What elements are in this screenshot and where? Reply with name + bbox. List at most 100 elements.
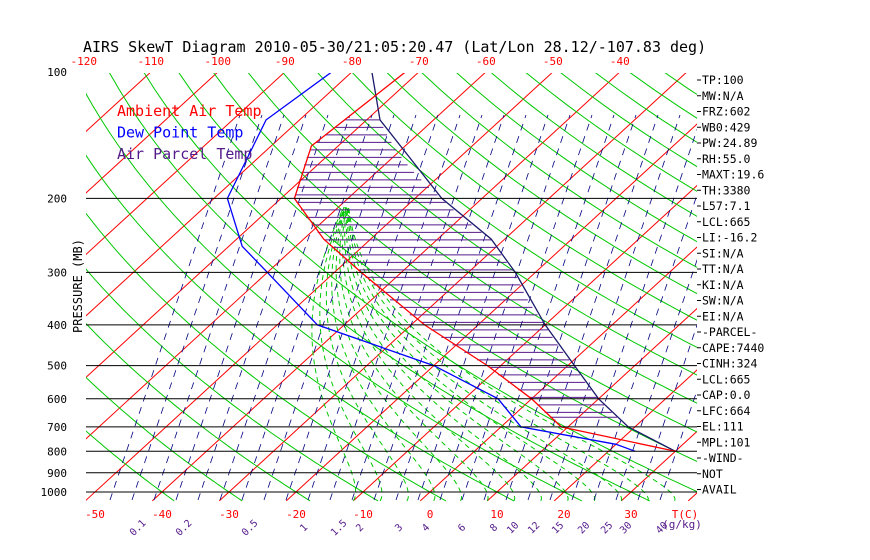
mixing-ratio-tick: 30	[618, 520, 634, 536]
index-entry: SI:N/A	[702, 246, 744, 260]
pressure-tick-label: 600	[47, 393, 67, 406]
index-entry: L57:7.1	[702, 199, 751, 213]
mixing-ratio-line	[417, 114, 549, 501]
top-temp-tick: -70	[409, 55, 429, 68]
bottom-temp-tick: 10	[490, 508, 503, 521]
dry-adiabat-line	[421, 73, 697, 268]
moist-adiabat-line	[339, 207, 489, 502]
index-entry: TP:100	[702, 73, 744, 87]
plot-grid	[86, 72, 870, 502]
dry-adiabat-line	[213, 73, 697, 433]
mixing-ratio-line	[285, 114, 417, 501]
dry-adiabat-line	[352, 73, 697, 321]
bottom-temp-tick: -50	[85, 508, 105, 521]
top-temp-tick: -110	[138, 55, 165, 68]
top-temp-tick: -50	[543, 55, 563, 68]
isotherm-line	[486, 307, 697, 502]
pressure-tick-label: 100	[47, 66, 67, 79]
mixing-ratio-line	[549, 114, 681, 501]
mixing-ratio-line	[571, 128, 697, 501]
index-entry: FRZ:602	[702, 105, 750, 119]
mixing-ratio-tick: 20	[576, 520, 592, 536]
moist-adiabat-line	[331, 207, 436, 502]
chart-title: AIRS SkewT Diagram 2010-05-30/21:05:20.4…	[83, 38, 706, 56]
dry-adiabat-line	[456, 73, 697, 243]
top-temp-tick: -100	[205, 55, 232, 68]
isotherm-line	[86, 73, 419, 378]
bottom-temp-tick: 30	[624, 508, 637, 521]
dry-adiabat-line	[109, 73, 651, 502]
dewpoint-temp-line	[226, 73, 636, 452]
mixing-ratio-line	[483, 114, 615, 501]
legend: Ambient Air Temp Dew Point Temp Air Parcel…	[117, 102, 262, 163]
index-entry: TT:N/A	[702, 262, 744, 276]
bottom-temp-tick: -20	[286, 508, 306, 521]
dry-adiabat-line	[86, 376, 243, 502]
index-entry: LCL:665	[702, 372, 750, 386]
dry-adiabat-line	[282, 73, 697, 376]
moist-adiabat-line	[325, 207, 409, 502]
dry-adiabat-line	[86, 92, 583, 502]
index-entry: NOT	[702, 467, 723, 481]
isotherm-line	[86, 73, 486, 440]
mixing-ratio-line	[175, 114, 307, 501]
mixing-ratio-line	[241, 114, 373, 501]
dry-adiabat-line	[86, 322, 311, 502]
top-temp-tick: -60	[476, 55, 496, 68]
top-temp-tick: -120	[71, 55, 98, 68]
mixing-ratio-line	[505, 114, 637, 501]
mixing-ratio-line	[637, 324, 697, 501]
pressure-lines: 100 200 300 400 500 600 700 800 900 1000	[41, 66, 697, 499]
moist-adiabat-line	[346, 207, 596, 501]
moist-adiabat-line	[347, 207, 649, 501]
mixing-ratio-line	[109, 114, 241, 501]
index-entry: PW:24.89	[702, 136, 757, 150]
index-entry: CAP:0.0	[702, 388, 751, 402]
index-entry: MPL:101	[702, 435, 751, 449]
mixing-ratio-tick: 3	[393, 522, 405, 534]
index-entry: EL:111	[702, 420, 744, 434]
moist-adiabat-line	[335, 207, 463, 502]
isotherm-line	[352, 184, 697, 502]
isotherm-line	[151, 73, 620, 502]
moist-adiabat-line	[344, 207, 543, 502]
mixing-ratio-tick: 0.2	[174, 518, 195, 539]
dry-adiabat-line	[803, 72, 870, 501]
moist-adiabat-line	[311, 207, 357, 502]
mixing-ratio-tick: 25	[599, 520, 615, 536]
isotherm-line	[86, 73, 218, 194]
mixing-ratio-tick: 10	[505, 520, 521, 536]
mixing-ratio-tick: 6	[456, 522, 468, 534]
isotherm-line	[86, 73, 352, 317]
pressure-tick-label: 200	[47, 192, 67, 205]
dry-adiabat-line	[86, 154, 515, 502]
index-entry: LCL:665	[702, 215, 750, 229]
pressure-tick-label: 700	[47, 421, 67, 434]
index-entry: SW:N/A	[702, 294, 744, 308]
mixing-ratio-line	[615, 258, 697, 501]
mixing-ratio-line	[307, 114, 439, 501]
dry-adiabat-line	[178, 73, 697, 463]
temp-unit-label: T(C)	[672, 508, 699, 521]
mixing-ratio-line	[659, 389, 697, 501]
parcel-temp-line	[371, 73, 676, 452]
mixing-ratio-line	[373, 114, 505, 501]
dry-adiabat-line	[86, 212, 447, 502]
mixing-ratio-line	[527, 114, 659, 501]
isotherm-line	[285, 123, 697, 502]
mixing-ratio-line	[329, 114, 461, 501]
pressure-tick-label: 800	[47, 445, 67, 458]
index-entry: WB0:429	[702, 120, 751, 134]
index-entry: LFC:664	[702, 404, 751, 418]
index-entry: CINH:324	[702, 357, 757, 371]
mixing-ratio-line	[131, 114, 263, 501]
mixing-ratio-line	[219, 114, 351, 501]
mixing-ratio-unit: (g/kg)	[662, 518, 702, 531]
legend-entry: Ambient Air Temp	[117, 102, 262, 120]
top-temp-tick: -90	[275, 55, 295, 68]
index-entry: AVAIL	[702, 483, 737, 497]
mixing-ratio-line	[439, 114, 571, 501]
dry-adiabat-line	[86, 268, 379, 502]
